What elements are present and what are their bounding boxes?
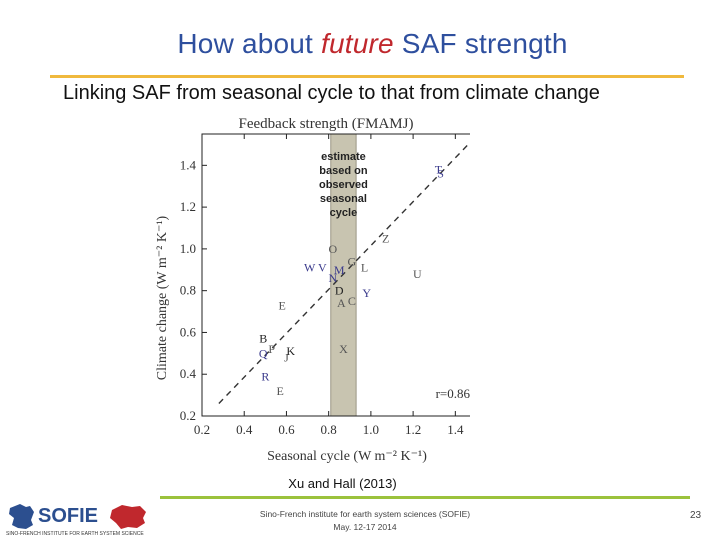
data-point: G (348, 254, 357, 268)
y-tick-label: 1.0 (180, 241, 196, 256)
y-axis-label: Climate change (W m⁻² K⁻¹) (155, 215, 170, 380)
data-point: Q (259, 346, 268, 360)
y-tick-label: 0.2 (180, 408, 196, 423)
data-point: N (329, 271, 338, 285)
citation: Xu and Hall (2013) (288, 476, 397, 491)
x-axis-label: Seasonal cycle (W m⁻² K⁻¹) (267, 449, 427, 464)
x-tick-label: 1.4 (447, 422, 464, 437)
estimate-label: estimate based on observed seasonal cycle (319, 151, 368, 219)
title-pre: How about (177, 28, 322, 59)
estimate-label-line: seasonal (320, 193, 367, 205)
data-point: D (335, 284, 344, 298)
data-point: V (318, 261, 327, 275)
footer-divider (160, 496, 690, 499)
x-tick-label: 0.4 (236, 422, 253, 437)
data-point: Z (382, 231, 389, 245)
data-point: P (268, 342, 275, 356)
data-point: U (413, 267, 422, 281)
footer-text: Sino-French institute for earth system s… (200, 508, 530, 534)
slide-number: 23 (690, 510, 702, 521)
data-point: M (334, 263, 345, 277)
data-point: W (304, 261, 316, 275)
y-tick-label: 1.4 (180, 157, 197, 172)
estimate-label-line: observed (319, 179, 368, 191)
x-axis: 0.2 0.4 0.6 0.8 1.0 1.2 1.4 (194, 134, 464, 437)
logo-tagline: SINO-FRENCH INSTITUTE FOR EARTH SYSTEM S… (6, 531, 144, 537)
data-point: J (284, 351, 289, 365)
x-tick-label: 1.2 (405, 422, 421, 437)
title-divider (50, 75, 684, 78)
data-point: O (329, 242, 338, 256)
chart-title: Feedback strength (FMAMJ) (239, 116, 414, 132)
x-tick-label: 0.8 (321, 422, 337, 437)
footer-line-1: Sino-French institute for earth system s… (259, 509, 471, 519)
france-map-icon (9, 504, 34, 529)
x-tick-label: 0.2 (194, 422, 210, 437)
y-tick-label: 0.6 (180, 324, 197, 339)
y-axis: 0.2 0.4 0.6 0.8 1.0 1.2 1.4 (180, 157, 207, 423)
china-map-icon (110, 505, 146, 529)
data-point: E (276, 384, 283, 398)
data-point: A (337, 296, 346, 310)
title-post: SAF strength (393, 28, 568, 59)
plot-frame (201, 133, 470, 417)
slide-subtitle: Linking SAF from seasonal cycle to that … (63, 82, 600, 104)
data-point: K (286, 344, 295, 358)
y-tick-label: 0.8 (180, 283, 196, 298)
slide-title: How about future SAF strength (0, 28, 720, 60)
sofie-logo: SOFIE SINO-FRENCH INSTITUTE FOR EARTH SY… (6, 504, 146, 537)
data-point: C (348, 294, 356, 308)
y-tick-label: 0.4 (180, 366, 197, 381)
x-tick-label: 0.6 (278, 422, 295, 437)
correlation-annotation: r=0.86 (436, 386, 470, 401)
data-point: E (279, 298, 286, 312)
estimate-label-line: cycle (330, 207, 358, 219)
logo-text: SOFIE (38, 505, 98, 527)
data-point: B (259, 332, 267, 346)
estimate-label-line: estimate (321, 151, 366, 163)
data-point: Y (362, 286, 371, 300)
data-point: L (361, 261, 368, 275)
data-point: R (261, 369, 269, 383)
scatter-chart: Feedback strength (FMAMJ) Climate change… (155, 116, 470, 464)
regression-line (218, 141, 470, 404)
x-tick-label: 1.0 (363, 422, 379, 437)
data-point: T (435, 163, 443, 177)
y-tick-label: 1.2 (180, 199, 196, 214)
title-highlight: future (321, 28, 394, 59)
data-point: S (437, 167, 444, 181)
estimate-label-line: based on (319, 165, 368, 177)
data-point: X (339, 342, 348, 356)
footer-line-2: May. 12-17 2014 (333, 522, 397, 532)
